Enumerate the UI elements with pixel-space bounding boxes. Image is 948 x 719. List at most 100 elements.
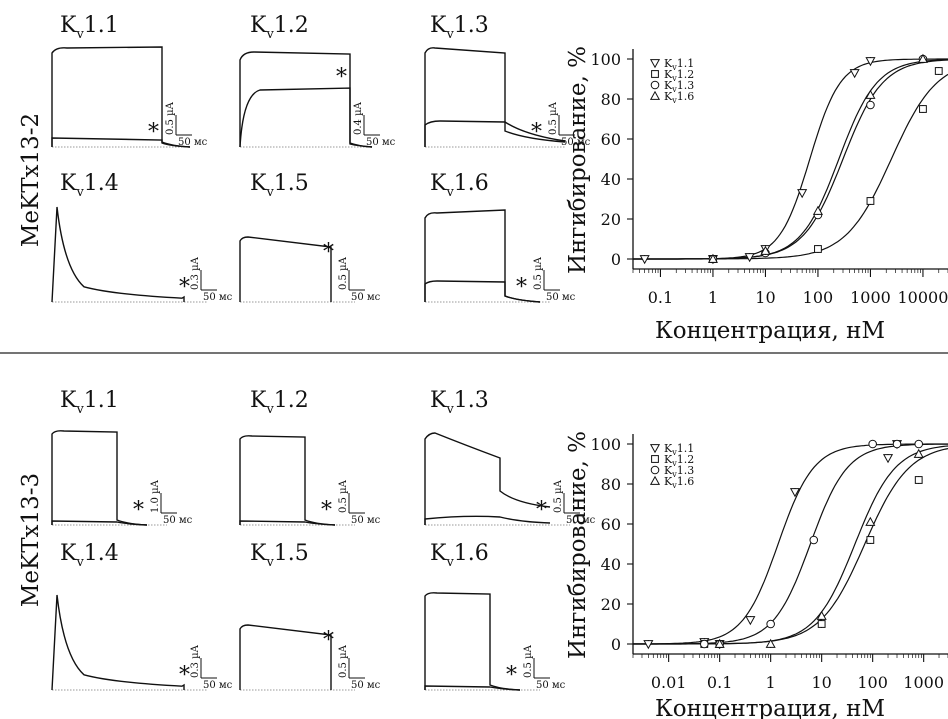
data-point xyxy=(744,253,755,263)
scale-time-label: 50 мс xyxy=(178,137,208,148)
scale-time-label: 50 мс xyxy=(351,680,381,691)
legend-entry: Kv1.1 xyxy=(664,442,694,457)
x-tick-label: 0.1 xyxy=(648,288,673,307)
data-point xyxy=(797,189,808,199)
data-series xyxy=(714,448,924,648)
data-series xyxy=(709,67,943,263)
channel-title: Kv1.2 xyxy=(250,13,309,42)
data-point xyxy=(913,448,924,458)
y-tick-label: 40 xyxy=(601,555,621,574)
asterisk-marker: * xyxy=(336,65,347,90)
asterisk-marker: * xyxy=(133,498,144,523)
scale-current-label: 0.5 µA xyxy=(548,101,559,135)
scale-time-label: 50 мс xyxy=(536,680,566,691)
data-point xyxy=(650,465,660,475)
y-tick-label: 100 xyxy=(590,50,621,69)
y-tick-label: 20 xyxy=(601,595,621,614)
data-point xyxy=(814,245,822,253)
scale-current-label: 0.3 µA xyxy=(190,256,201,290)
data-point xyxy=(766,619,775,629)
y-tick-label: 100 xyxy=(590,435,621,454)
data-point xyxy=(765,638,776,648)
asterisk-marker: * xyxy=(321,498,332,523)
scale-time-label: 50 мс xyxy=(203,292,233,303)
data-series xyxy=(700,476,923,648)
y-tick-label: 0 xyxy=(611,250,621,269)
current-trace-toxin xyxy=(239,87,373,148)
data-point xyxy=(919,105,927,113)
current-trace-toxin xyxy=(424,515,551,525)
y-axis-title: Ингибирование, % xyxy=(565,431,591,659)
channel-title: Kv1.1 xyxy=(60,388,119,417)
channel-title: Kv1.6 xyxy=(430,171,489,200)
data-point xyxy=(651,455,659,463)
x-axis-title: Концентрация, нМ xyxy=(655,696,885,719)
asterisk-marker: * xyxy=(536,498,547,523)
channel-title: Kv1.5 xyxy=(250,171,309,200)
data-point xyxy=(649,444,661,454)
x-axis-title: Концентрация, нМ xyxy=(655,318,885,344)
data-point xyxy=(865,89,876,99)
channel-title: Kv1.3 xyxy=(430,388,489,417)
data-point xyxy=(914,476,923,484)
toxin-label: MeKTx13-3 xyxy=(18,473,44,607)
data-point xyxy=(865,516,876,526)
x-tick-label: 10 xyxy=(755,288,775,307)
scale-time-label: 50 мс xyxy=(561,137,591,148)
data-point xyxy=(789,488,801,498)
y-tick-label: 80 xyxy=(601,475,621,494)
asterisk-marker: * xyxy=(179,663,190,688)
x-tick-label: 10 xyxy=(811,673,831,692)
x-tick-label: 1000 xyxy=(850,288,891,307)
data-point xyxy=(849,69,860,79)
data-point xyxy=(882,454,894,464)
scale-time-label: 50 мс xyxy=(203,680,233,691)
scale-current-label: 0.5 µA xyxy=(533,256,544,290)
legend-entry: Kv1.6 xyxy=(664,475,694,490)
data-point xyxy=(649,59,661,69)
asterisk-marker: * xyxy=(516,275,527,300)
data-point xyxy=(760,245,771,255)
current-trace-toxin xyxy=(51,520,148,526)
data-point xyxy=(934,67,943,75)
current-trace xyxy=(424,432,551,525)
data-point xyxy=(865,57,876,67)
x-tick-label: 1 xyxy=(766,673,776,692)
legend-entry: Kv1.6 xyxy=(664,90,694,105)
y-tick-label: 40 xyxy=(601,170,621,189)
legend-entry: Kv1.3 xyxy=(664,464,694,479)
fit-curve xyxy=(633,445,948,645)
data-point xyxy=(817,620,826,628)
scale-current-label: 0.5 µA xyxy=(165,101,176,135)
data-point xyxy=(649,475,661,485)
data-point xyxy=(707,253,719,263)
x-tick-label: 0.1 xyxy=(707,673,732,692)
y-tick-label: 0 xyxy=(611,635,621,654)
scale-time-label: 50 мс xyxy=(351,515,381,526)
current-trace-toxin xyxy=(51,137,191,148)
data-point xyxy=(649,90,661,100)
toxin-label: MeKTx13-2 xyxy=(18,113,44,247)
data-point xyxy=(917,53,929,63)
legend-entry: Kv1.2 xyxy=(664,68,694,83)
data-point xyxy=(866,100,875,110)
asterisk-marker: * xyxy=(179,275,190,300)
